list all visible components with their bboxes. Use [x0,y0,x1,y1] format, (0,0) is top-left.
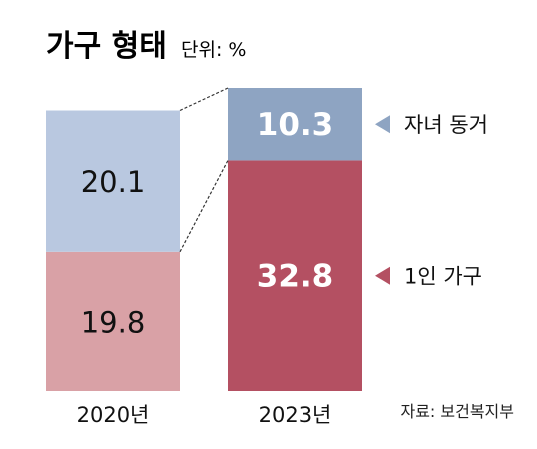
bar-segment-1-1 [228,88,362,161]
value-label-1-1: 10.3 [257,107,334,143]
legend-label-1: 1인 가구 [404,265,482,289]
source-note: 자료: 보건복지부 [400,402,514,421]
value-label-1-0: 32.8 [257,259,334,295]
value-label-0-1: 20.1 [81,165,146,199]
connector-line-bottom [179,160,229,253]
legend-marker-0 [375,115,390,134]
connector-lines [179,87,229,253]
connector-line-top [179,87,229,112]
category-label-0: 2020년 [77,403,150,427]
chart-unit: 단위: % [181,39,246,61]
bar-segment-0-0 [46,251,180,391]
value-label-0-0: 19.8 [81,305,146,339]
legend-label-0: 자녀 동거 [404,113,488,137]
legend: 자녀 동거 1인 가구 [375,113,488,289]
legend-marker-1 [375,266,390,285]
bar-segment-0-1 [46,110,180,252]
chart-title: 가구 형태 [46,29,167,64]
bars-group: 19.8 20.1 2020년 32.8 10.3 2023년 [46,88,362,427]
bar-segment-1-0 [228,160,362,391]
category-label-1: 2023년 [259,403,332,427]
